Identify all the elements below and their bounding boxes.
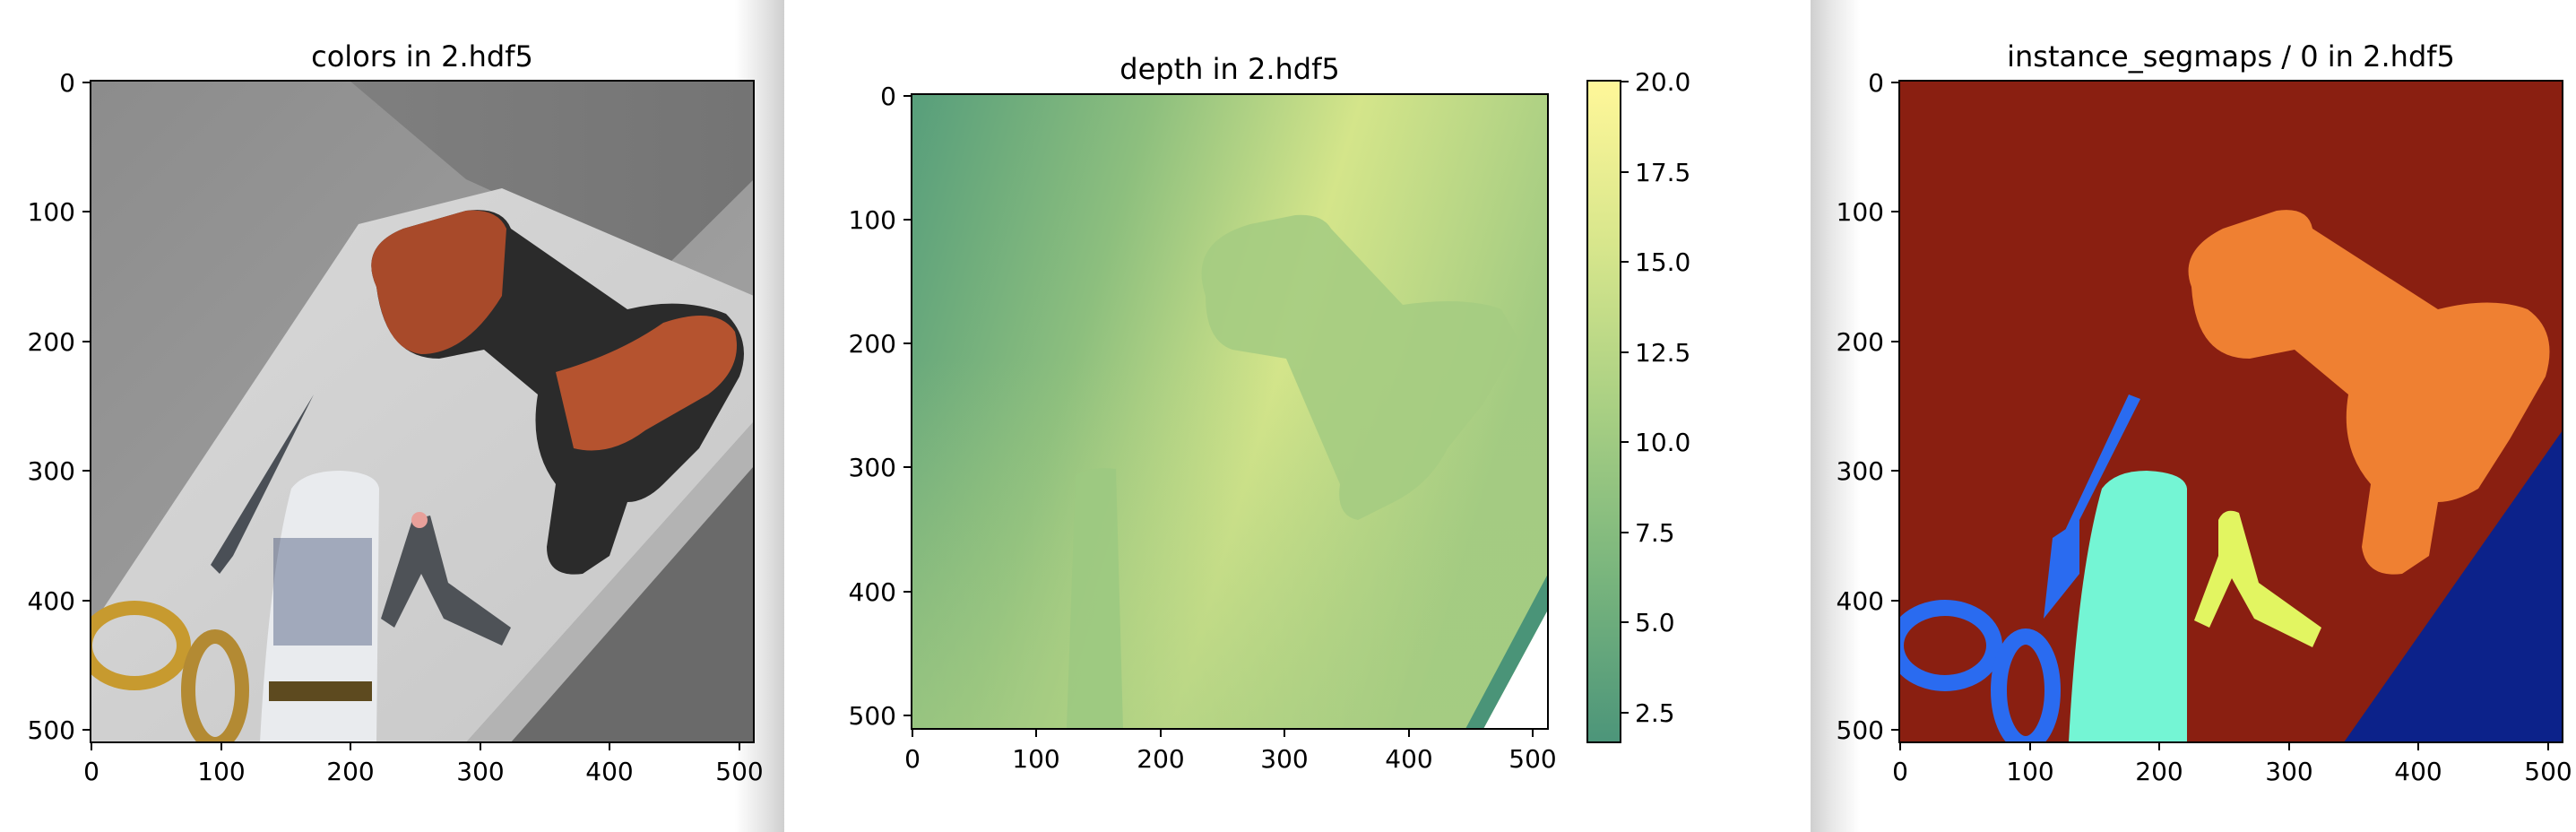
segmaps-ytick-label: 400	[1837, 586, 1884, 616]
segmaps-xtick-label: 0	[1892, 757, 1908, 786]
segment-clamp	[2194, 510, 2321, 647]
depth-x-axis: 0 100 200 300 400 500	[904, 729, 1557, 774]
depth-ytick-label: 300	[849, 453, 896, 482]
segmaps-ytick-label: 100	[1837, 197, 1884, 227]
colors-plot-panel: colors in 2.hdf5 0 100 200 300 400 500 0…	[28, 39, 764, 786]
clamp-object	[381, 512, 511, 646]
colors-y-axis: 0 100 200 300 400 500	[28, 68, 91, 745]
depth-ytick-label: 200	[849, 329, 896, 359]
segmaps-y-axis: 0 100 200 300 400 500	[1837, 68, 1899, 745]
colorbar-tick-label: 12.5	[1635, 338, 1690, 368]
colors-ytick-label: 200	[28, 327, 75, 357]
colors-xtick-label: 100	[197, 757, 245, 786]
colors-xtick-label: 500	[715, 757, 763, 786]
segmaps-title: instance_segmaps / 0 in 2.hdf5	[2007, 39, 2455, 74]
segmaps-xtick-label: 200	[2135, 757, 2183, 786]
segmaps-xtick-label: 400	[2394, 757, 2442, 786]
colorbar-tick-label: 20.0	[1635, 67, 1690, 97]
segmaps-plot-panel: instance_segmaps / 0 in 2.hdf5 0 100 200…	[1837, 39, 2572, 786]
depth-xtick-label: 200	[1137, 744, 1184, 774]
segmaps-x-axis: 0 100 200 300 400 500	[1892, 742, 2572, 786]
segmaps-ytick-label: 300	[1837, 456, 1884, 486]
colorbar-tick-label: 7.5	[1635, 518, 1675, 548]
segment-scissors	[1899, 394, 2140, 742]
depth-xtick-label: 300	[1260, 744, 1308, 774]
depth-xtick-label: 0	[904, 744, 921, 774]
depth-xtick-label: 500	[1508, 744, 1556, 774]
colorbar-tick-label: 10.0	[1635, 428, 1690, 457]
segmaps-xtick-label: 100	[2006, 757, 2053, 786]
segment-floor	[2344, 430, 2563, 742]
segmaps-ytick-label: 500	[1837, 715, 1884, 745]
colors-ytick-label: 500	[28, 715, 75, 745]
segmaps-ytick-label: 0	[1868, 68, 1884, 98]
scissors-object	[91, 394, 314, 742]
colors-xtick-label: 200	[326, 757, 374, 786]
depth-ytick-label: 0	[880, 82, 896, 111]
colorbar-tick-label: 17.5	[1635, 158, 1690, 187]
depth-xtick-label: 400	[1385, 744, 1432, 774]
depth-axes-frame	[911, 93, 1549, 730]
depth-ytick-label: 500	[849, 701, 896, 731]
depth-image	[912, 94, 1548, 729]
colors-x-axis: 0 100 200 300 400 500	[83, 742, 764, 786]
depth-xtick-label: 100	[1012, 744, 1059, 774]
depth-plot-panel: depth in 2.hdf5 0 100 200 300 400 500 0 …	[849, 52, 1691, 774]
colors-ytick-label: 0	[59, 68, 75, 98]
depth-y-axis: 0 100 200 300 400 500	[849, 82, 912, 731]
colors-title: colors in 2.hdf5	[311, 39, 533, 74]
colors-ytick-label: 400	[28, 586, 75, 616]
window-edge-shadow-right	[1811, 0, 1860, 832]
colors-xtick-label: 300	[456, 757, 504, 786]
colors-ytick-label: 300	[28, 456, 75, 486]
colors-axes-frame	[90, 80, 755, 743]
segment-bottle	[2069, 471, 2187, 742]
colors-xtick-label: 0	[83, 757, 99, 786]
colors-image	[91, 81, 754, 742]
depth-colorbar: 20.0 17.5 15.0 12.5 10.0 7.5 5.0 2.5	[1586, 67, 1690, 743]
depth-title: depth in 2.hdf5	[1119, 52, 1339, 86]
depth-ytick-label: 400	[849, 577, 896, 607]
colorbar-tick-label: 15.0	[1635, 247, 1690, 277]
shampoo-bottle-object	[260, 471, 379, 742]
depth-ytick-label: 100	[849, 205, 896, 235]
segmaps-ytick-label: 200	[1837, 327, 1884, 357]
segmaps-xtick-label: 300	[2265, 757, 2312, 786]
segmaps-image	[1899, 81, 2563, 742]
segmaps-xtick-label: 500	[2524, 757, 2572, 786]
drill-object	[371, 210, 744, 575]
colors-ytick-label: 100	[28, 197, 75, 227]
segmaps-axes-frame	[1898, 80, 2563, 743]
segment-drill	[2188, 210, 2550, 575]
colorbar-tick-label: 5.0	[1635, 608, 1675, 637]
colors-xtick-label: 400	[585, 757, 633, 786]
colorbar-tick-label: 2.5	[1635, 698, 1675, 728]
